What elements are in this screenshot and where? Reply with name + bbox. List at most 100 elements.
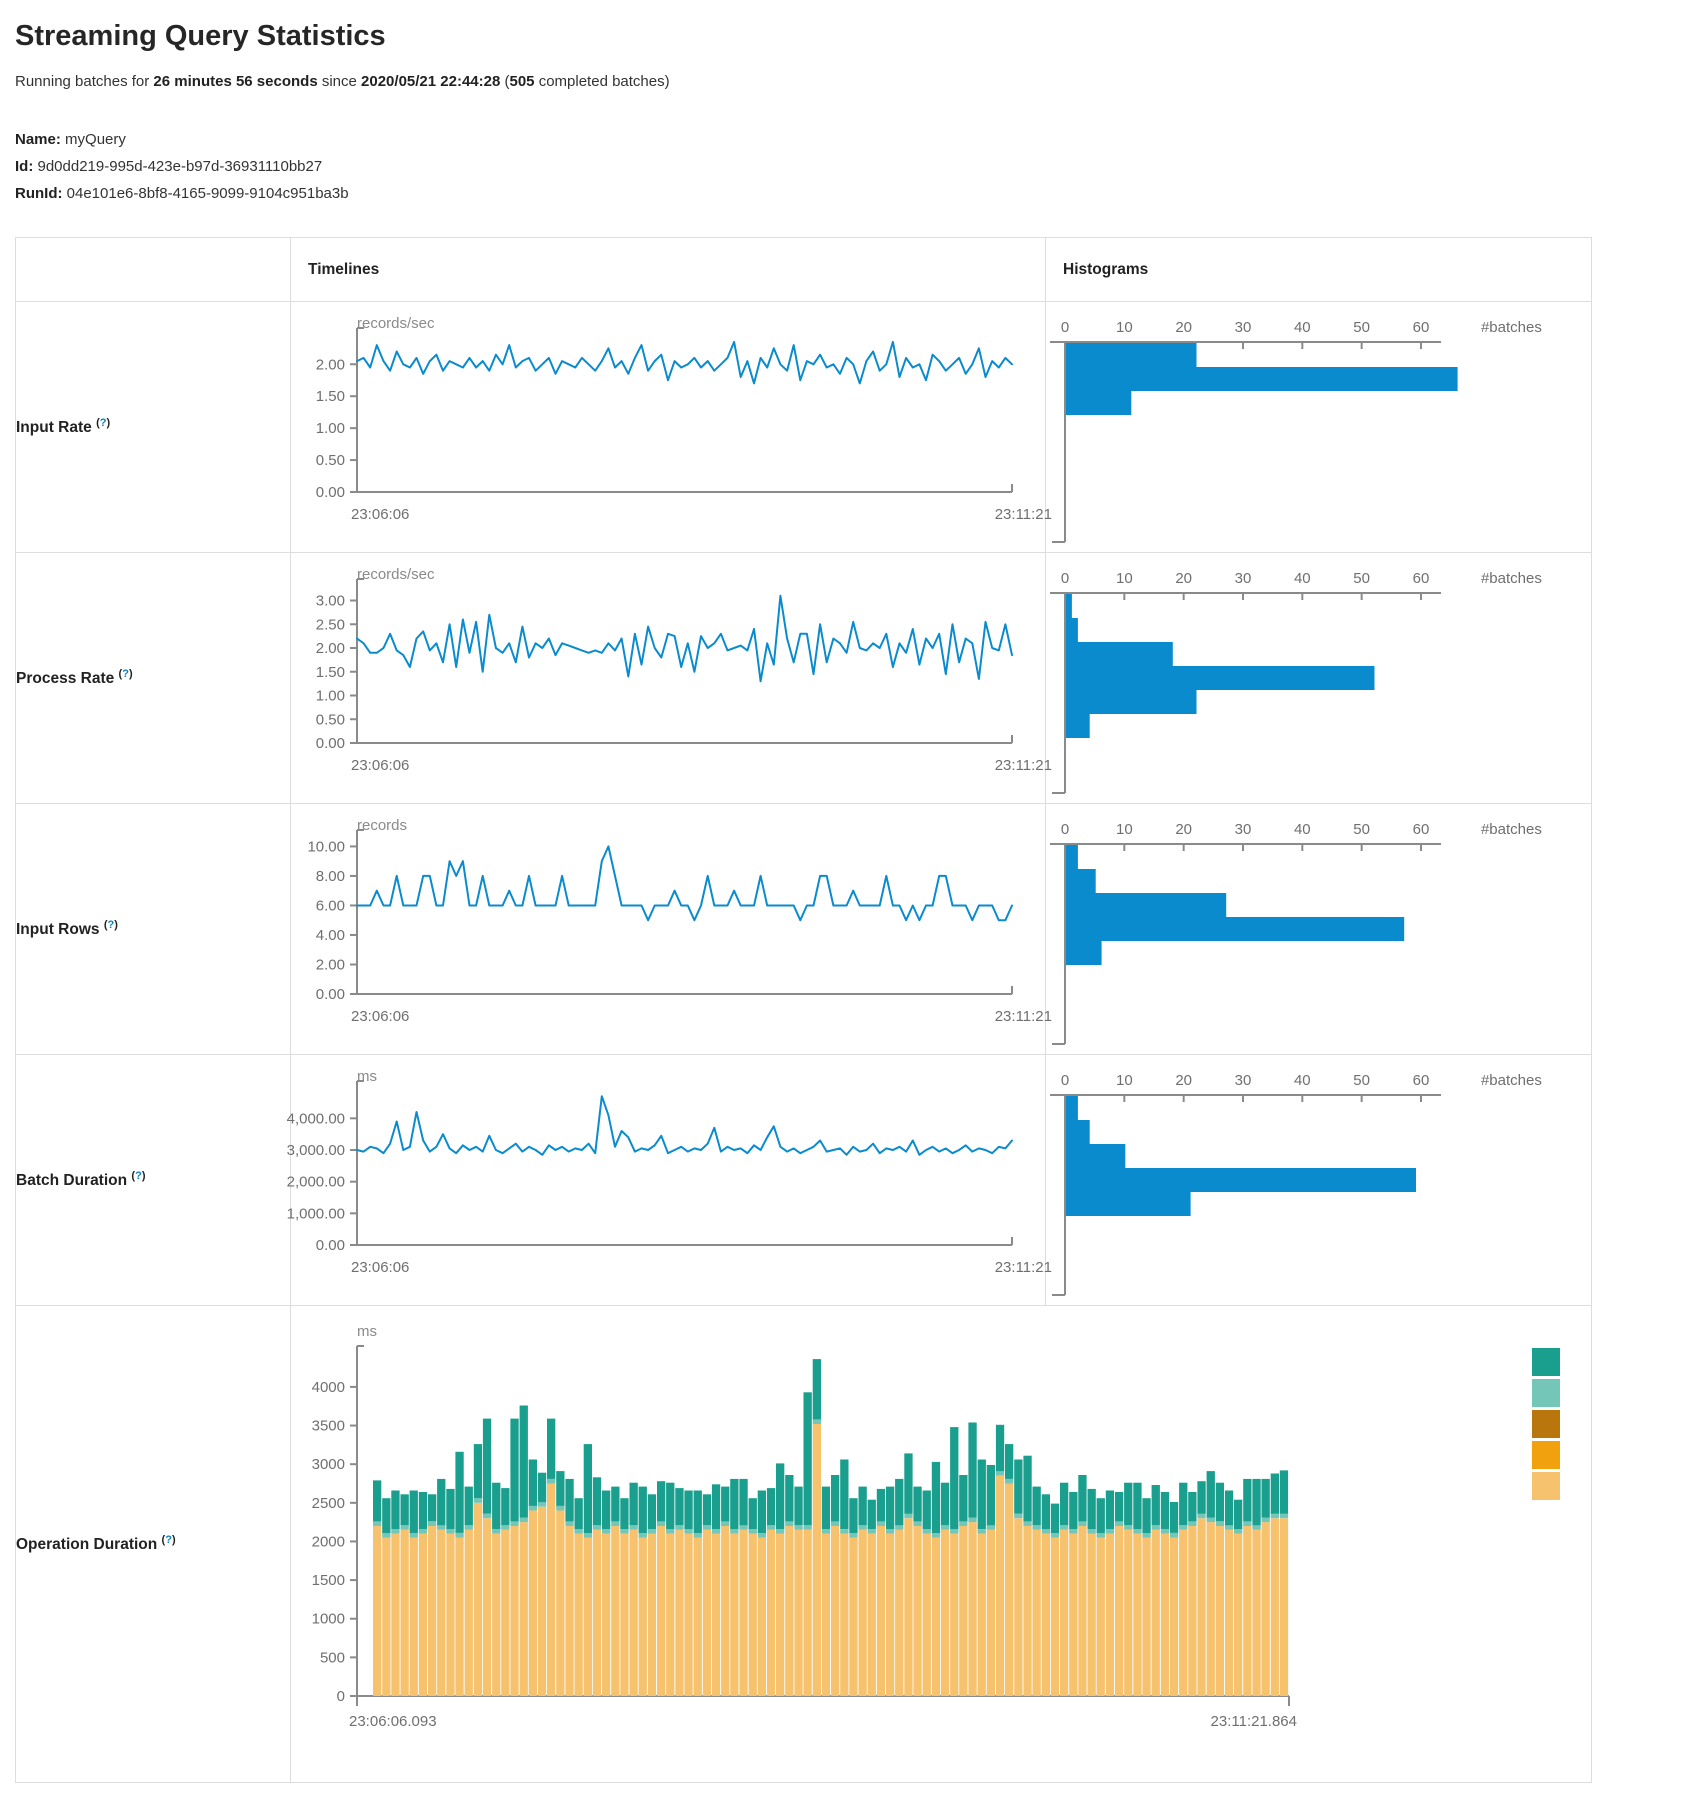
svg-text:40: 40 [1294, 1072, 1311, 1089]
completed-batches-count: 505 [509, 73, 535, 90]
svg-text:1.50: 1.50 [316, 388, 345, 405]
svg-text:0: 0 [1061, 821, 1069, 838]
start-timestamp: 2020/05/21 22:44:28 [361, 73, 501, 90]
operation-duration-stacked-chart: ms 4000 3500 3000 2500 2000 1500 1000 500 0 23:06:… [291, 1306, 1591, 1782]
svg-text:4,000.00: 4,000.00 [287, 1110, 345, 1127]
svg-text:0.00: 0.00 [316, 735, 345, 752]
page: Streaming Query Statistics Running batch… [15, 20, 1693, 1783]
query-meta: Name: myQuery Id: 9d0dd219-995d-423e-b97… [15, 126, 1693, 207]
name-value: myQuery [60, 131, 126, 148]
operation-duration-row: Operation Duration (?) ms 4000 3500 3000 250… [15, 1305, 1592, 1783]
id-value: 9d0dd219-995d-423e-b97d-36931110bb27 [33, 158, 323, 175]
svg-text:10: 10 [1116, 570, 1133, 587]
svg-text:0.00: 0.00 [316, 986, 345, 1003]
summary-text: since [317, 73, 362, 90]
input-rows-timeline-chart: records 10.00 8.00 6.00 4.00 2.00 0.00 23:06:06… [291, 804, 1052, 1054]
svg-text:1,000.00: 1,000.00 [287, 1205, 345, 1222]
summary-text: completed batches) [534, 73, 670, 90]
svg-text:23:06:06: 23:06:06 [351, 1008, 409, 1025]
svg-text:30: 30 [1235, 570, 1252, 587]
svg-text:20: 20 [1175, 1072, 1192, 1089]
svg-text:40: 40 [1294, 319, 1311, 336]
svg-text:20: 20 [1175, 821, 1192, 838]
svg-text:60: 60 [1413, 570, 1430, 587]
input-rows-row: Input Rows (?) records 10.00 8.00 6.00 4.00 2… [15, 803, 1592, 1055]
svg-text:50: 50 [1353, 319, 1370, 336]
svg-text:0.50: 0.50 [316, 711, 345, 728]
svg-text:50: 50 [1353, 1072, 1370, 1089]
running-duration: 26 minutes 56 seconds [153, 73, 318, 90]
svg-text:1.00: 1.00 [316, 688, 345, 705]
id-label: Id: [15, 158, 34, 175]
svg-text:3000: 3000 [312, 1456, 345, 1473]
input-rate-timeline-chart: records/sec 2.00 1.50 1.00 0.50 0.00 23:06:06 2… [291, 302, 1052, 552]
header-empty [15, 237, 291, 302]
query-id-line: Id: 9d0dd219-995d-423e-b97d-36931110bb27 [15, 153, 1693, 180]
process-rate-histogram-chart: 0 10 20 30 40 50 60 #batches [1046, 553, 1591, 803]
svg-text:23:11:21: 23:11:21 [995, 1259, 1052, 1276]
svg-text:2.00: 2.00 [316, 956, 345, 973]
metric-label: Input Rows [16, 921, 104, 939]
page-title: Streaming Query Statistics [15, 20, 386, 52]
statistics-table: Timelines Histograms Input Rate (?) reco… [15, 237, 1592, 1783]
svg-text:ms: ms [357, 1323, 377, 1340]
svg-text:23:06:06.093: 23:06:06.093 [349, 1713, 437, 1730]
svg-text:3.00: 3.00 [316, 593, 345, 610]
svg-text:#batches: #batches [1481, 1072, 1542, 1089]
table-header-row: Timelines Histograms [15, 237, 1592, 302]
svg-text:8.00: 8.00 [316, 868, 345, 885]
svg-text:2,000.00: 2,000.00 [287, 1174, 345, 1191]
metric-label: Process Rate [16, 670, 119, 688]
runid-value: 04e101e6-8bf8-4165-9099-9104c951ba3b [62, 185, 349, 202]
svg-text:4.00: 4.00 [316, 927, 345, 944]
input-rows-histogram-chart: 0 10 20 30 40 50 60 #batches [1046, 804, 1591, 1054]
input-rate-row: Input Rate (?) records/sec 2.00 1.50 1.00 0.… [15, 301, 1592, 553]
svg-text:4000: 4000 [312, 1379, 345, 1396]
help-tooltip-icon[interactable]: (?) [96, 416, 111, 429]
svg-text:10.00: 10.00 [307, 838, 345, 855]
input-rows-label: Input Rows (?) [15, 803, 291, 1055]
svg-text:0.00: 0.00 [316, 484, 345, 501]
batch-duration-timeline-chart: ms 4,000.00 3,000.00 2,000.00 1,000.00 0.00 23… [287, 1055, 1052, 1305]
svg-text:23:11:21: 23:11:21 [995, 506, 1052, 523]
svg-text:1.50: 1.50 [316, 664, 345, 681]
svg-text:60: 60 [1413, 319, 1430, 336]
svg-text:0.50: 0.50 [316, 452, 345, 469]
help-tooltip-icon[interactable]: (?) [103, 918, 118, 931]
svg-text:20: 20 [1175, 319, 1192, 336]
svg-text:ms: ms [357, 1068, 377, 1085]
svg-text:23:06:06: 23:06:06 [351, 506, 409, 523]
help-tooltip-icon[interactable]: (?) [161, 1533, 176, 1546]
process-rate-row: Process Rate (?) records/sec 3.00 2.50 2.00… [15, 552, 1592, 804]
svg-text:0.00: 0.00 [316, 1237, 345, 1254]
svg-text:0: 0 [1061, 1072, 1069, 1089]
svg-text:3,000.00: 3,000.00 [287, 1142, 345, 1159]
svg-text:2.00: 2.00 [316, 640, 345, 657]
help-tooltip-icon[interactable]: (?) [131, 1169, 146, 1182]
svg-text:30: 30 [1235, 1072, 1252, 1089]
metric-label: Input Rate [16, 419, 97, 437]
svg-text:2500: 2500 [312, 1495, 345, 1512]
svg-text:records/sec: records/sec [357, 315, 435, 332]
svg-text:10: 10 [1116, 319, 1133, 336]
svg-text:10: 10 [1116, 1072, 1133, 1089]
batch-duration-label: Batch Duration (?) [15, 1054, 291, 1306]
svg-text:500: 500 [320, 1649, 345, 1666]
metric-label: Operation Duration [16, 1536, 162, 1554]
input-rate-label: Input Rate (?) [15, 301, 291, 553]
svg-text:30: 30 [1235, 319, 1252, 336]
header-histograms: Histograms [1045, 237, 1592, 302]
help-tooltip-icon[interactable]: (?) [118, 667, 133, 680]
summary-text: ( [500, 73, 510, 90]
process-rate-timeline-chart: records/sec 3.00 2.50 2.00 1.50 1.00 0.50 0.00 2… [291, 553, 1052, 803]
svg-text:23:11:21.864: 23:11:21.864 [1211, 1713, 1297, 1730]
svg-text:10: 10 [1116, 821, 1133, 838]
process-rate-label: Process Rate (?) [15, 552, 291, 804]
svg-text:3500: 3500 [312, 1418, 345, 1435]
running-summary: Running batches for 26 minutes 56 second… [15, 73, 1693, 90]
svg-text:23:11:21: 23:11:21 [995, 1008, 1052, 1025]
query-name-line: Name: myQuery [15, 126, 1693, 153]
runid-label: RunId: [15, 185, 63, 202]
svg-text:records/sec: records/sec [357, 566, 435, 583]
svg-text:2.50: 2.50 [316, 616, 345, 633]
